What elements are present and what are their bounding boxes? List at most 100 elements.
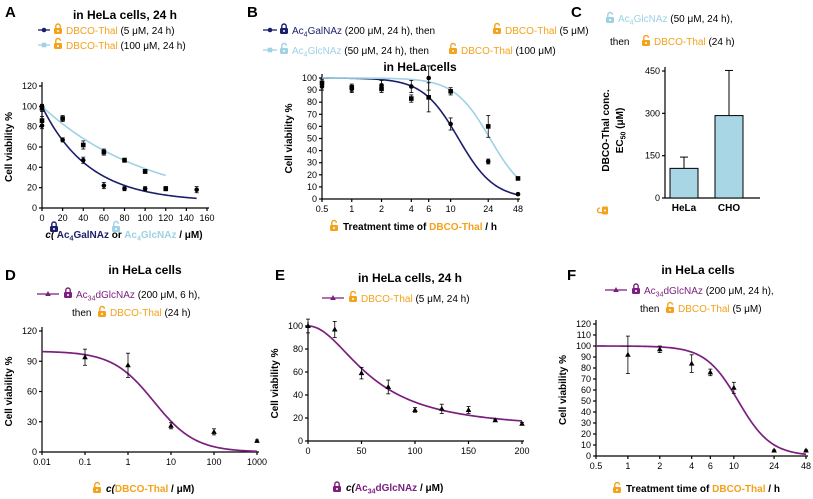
y-tick-label: 50 xyxy=(307,134,317,144)
legend-reagent-subscript: 4 xyxy=(304,52,308,59)
legend-reagent: DBCO-Thal xyxy=(654,37,706,48)
legend-reagent-part: Ac xyxy=(618,14,630,25)
data-point xyxy=(194,187,199,192)
legend-entry: Ac34dGlcNAz (200 μM, 24 h), xyxy=(644,286,774,299)
lock-shackle xyxy=(643,34,650,40)
legend-reagent-part: Ac xyxy=(76,290,88,301)
x-tick-label: 200 xyxy=(514,446,529,456)
x-tick-label: 0.01 xyxy=(33,457,51,467)
x-tick-label: 0 xyxy=(39,213,44,223)
y-tick-label: 70 xyxy=(581,374,591,384)
lock-shackle xyxy=(667,301,674,307)
x-tick-label: 1 xyxy=(349,204,354,214)
lock-keyhole xyxy=(635,290,637,292)
data-point xyxy=(803,447,809,453)
legend-reagent: DBCO-Thal xyxy=(66,26,118,37)
x-label-reagent-subscript: 34 xyxy=(368,489,376,496)
legend-reagent: DBCO-Thal xyxy=(361,294,413,305)
x-label-part: / h xyxy=(482,222,496,233)
y-tick-label: 100 xyxy=(22,101,37,111)
y-tick-label: 0 xyxy=(32,447,37,457)
lock-keyhole xyxy=(67,294,69,296)
y-tick-label: 60 xyxy=(581,385,591,395)
bar xyxy=(714,115,744,199)
y-label-part: (μM) xyxy=(615,108,626,132)
legend-reagent: DBCO-Thal xyxy=(66,41,118,52)
lock-shackle xyxy=(334,481,340,486)
lock-icon xyxy=(280,23,288,34)
y-tick-label: 110 xyxy=(577,330,591,340)
y-tick-label: 30 xyxy=(27,417,37,427)
data-point xyxy=(60,116,65,121)
data-point xyxy=(122,157,127,163)
y-tick-label: 100 xyxy=(576,341,591,351)
legend-suffix: (5 μM) xyxy=(730,304,762,315)
data-point xyxy=(438,405,445,411)
x-tick-label: 1 xyxy=(625,461,630,471)
legend-suffix: (50 μM, 24 h), then xyxy=(341,46,428,57)
lock-icon xyxy=(333,481,341,492)
y-tick-label: 60 xyxy=(293,367,303,377)
x-label-reagent: DBCO-Thal xyxy=(429,222,483,233)
lock-shackle xyxy=(281,42,288,48)
data-point xyxy=(305,323,311,328)
data-point xyxy=(39,118,45,123)
lock-keyhole xyxy=(669,309,671,311)
lock-keyhole xyxy=(452,50,454,52)
x-axis-label: c(DBCO-Thal / μM) xyxy=(106,484,194,495)
x-label-reagent-part: Ac xyxy=(57,230,70,241)
legend-reagent-part: GlcNAz xyxy=(634,14,668,25)
y-tick-label: 120 xyxy=(576,319,591,329)
data-point xyxy=(122,186,127,191)
legend-marker xyxy=(267,47,273,53)
data-point xyxy=(358,370,365,376)
data-point xyxy=(408,96,414,101)
y-tick-label: 50 xyxy=(581,396,591,406)
y-tick-label: 40 xyxy=(27,162,37,172)
x-label-part: c( xyxy=(106,484,117,495)
x-label-reagent-part: GlcNAz xyxy=(141,230,177,241)
legend-entry: Ac4GlcNAz (50 μM, 24 h), xyxy=(618,14,733,27)
legend-suffix: (5 μM) xyxy=(557,26,589,37)
x-label-part: / μM) xyxy=(168,484,194,495)
y-tick-label: 450 xyxy=(645,66,660,76)
data-point xyxy=(519,420,525,426)
x-axis-label: Treatment time of DBCO-Thal / h xyxy=(626,484,780,495)
x-tick-label: 6 xyxy=(708,461,713,471)
lock-shackle xyxy=(633,283,639,288)
legend-marker xyxy=(267,27,273,33)
lock-keyhole xyxy=(115,228,117,230)
y-axis-label: Cell viability % xyxy=(284,103,295,173)
panel-title: in HeLa cells, 24 h xyxy=(358,271,462,285)
lock-icon xyxy=(642,34,650,46)
legend-reagent-part: Ac xyxy=(644,286,656,297)
x-tick-label: 100 xyxy=(206,457,221,467)
data-point xyxy=(254,437,260,443)
legend-entry: DBCO-Thal (100 μM) xyxy=(461,46,556,57)
data-point xyxy=(625,351,631,357)
x-tick-label: 10 xyxy=(446,204,456,214)
data-point xyxy=(60,137,65,143)
data-point xyxy=(688,360,695,366)
lock-keyhole xyxy=(645,42,647,44)
legend-suffix: (100 μM, 24 h) xyxy=(118,41,186,52)
y-tick-label: 90 xyxy=(307,85,317,95)
legend-reagent: DBCO-Thal xyxy=(110,308,162,319)
y-tick-label: 60 xyxy=(307,121,317,131)
lock-keyhole xyxy=(352,298,354,300)
data-point xyxy=(707,369,714,375)
x-label-part: / μM) xyxy=(176,230,202,241)
legend-reagent: DBCO-Thal xyxy=(461,46,513,57)
y-tick-label: 80 xyxy=(581,363,591,373)
legend-reagent-subscript: 34 xyxy=(88,296,96,303)
y-tick-label: 20 xyxy=(307,170,317,180)
y-axis-label: Cell viability % xyxy=(270,348,281,418)
data-point xyxy=(80,142,86,148)
lock-icon xyxy=(613,481,621,493)
lock-shackle xyxy=(94,481,101,487)
y-tick-label: 40 xyxy=(581,407,591,417)
fit-curve xyxy=(41,105,197,200)
lock-keyhole xyxy=(336,488,338,490)
